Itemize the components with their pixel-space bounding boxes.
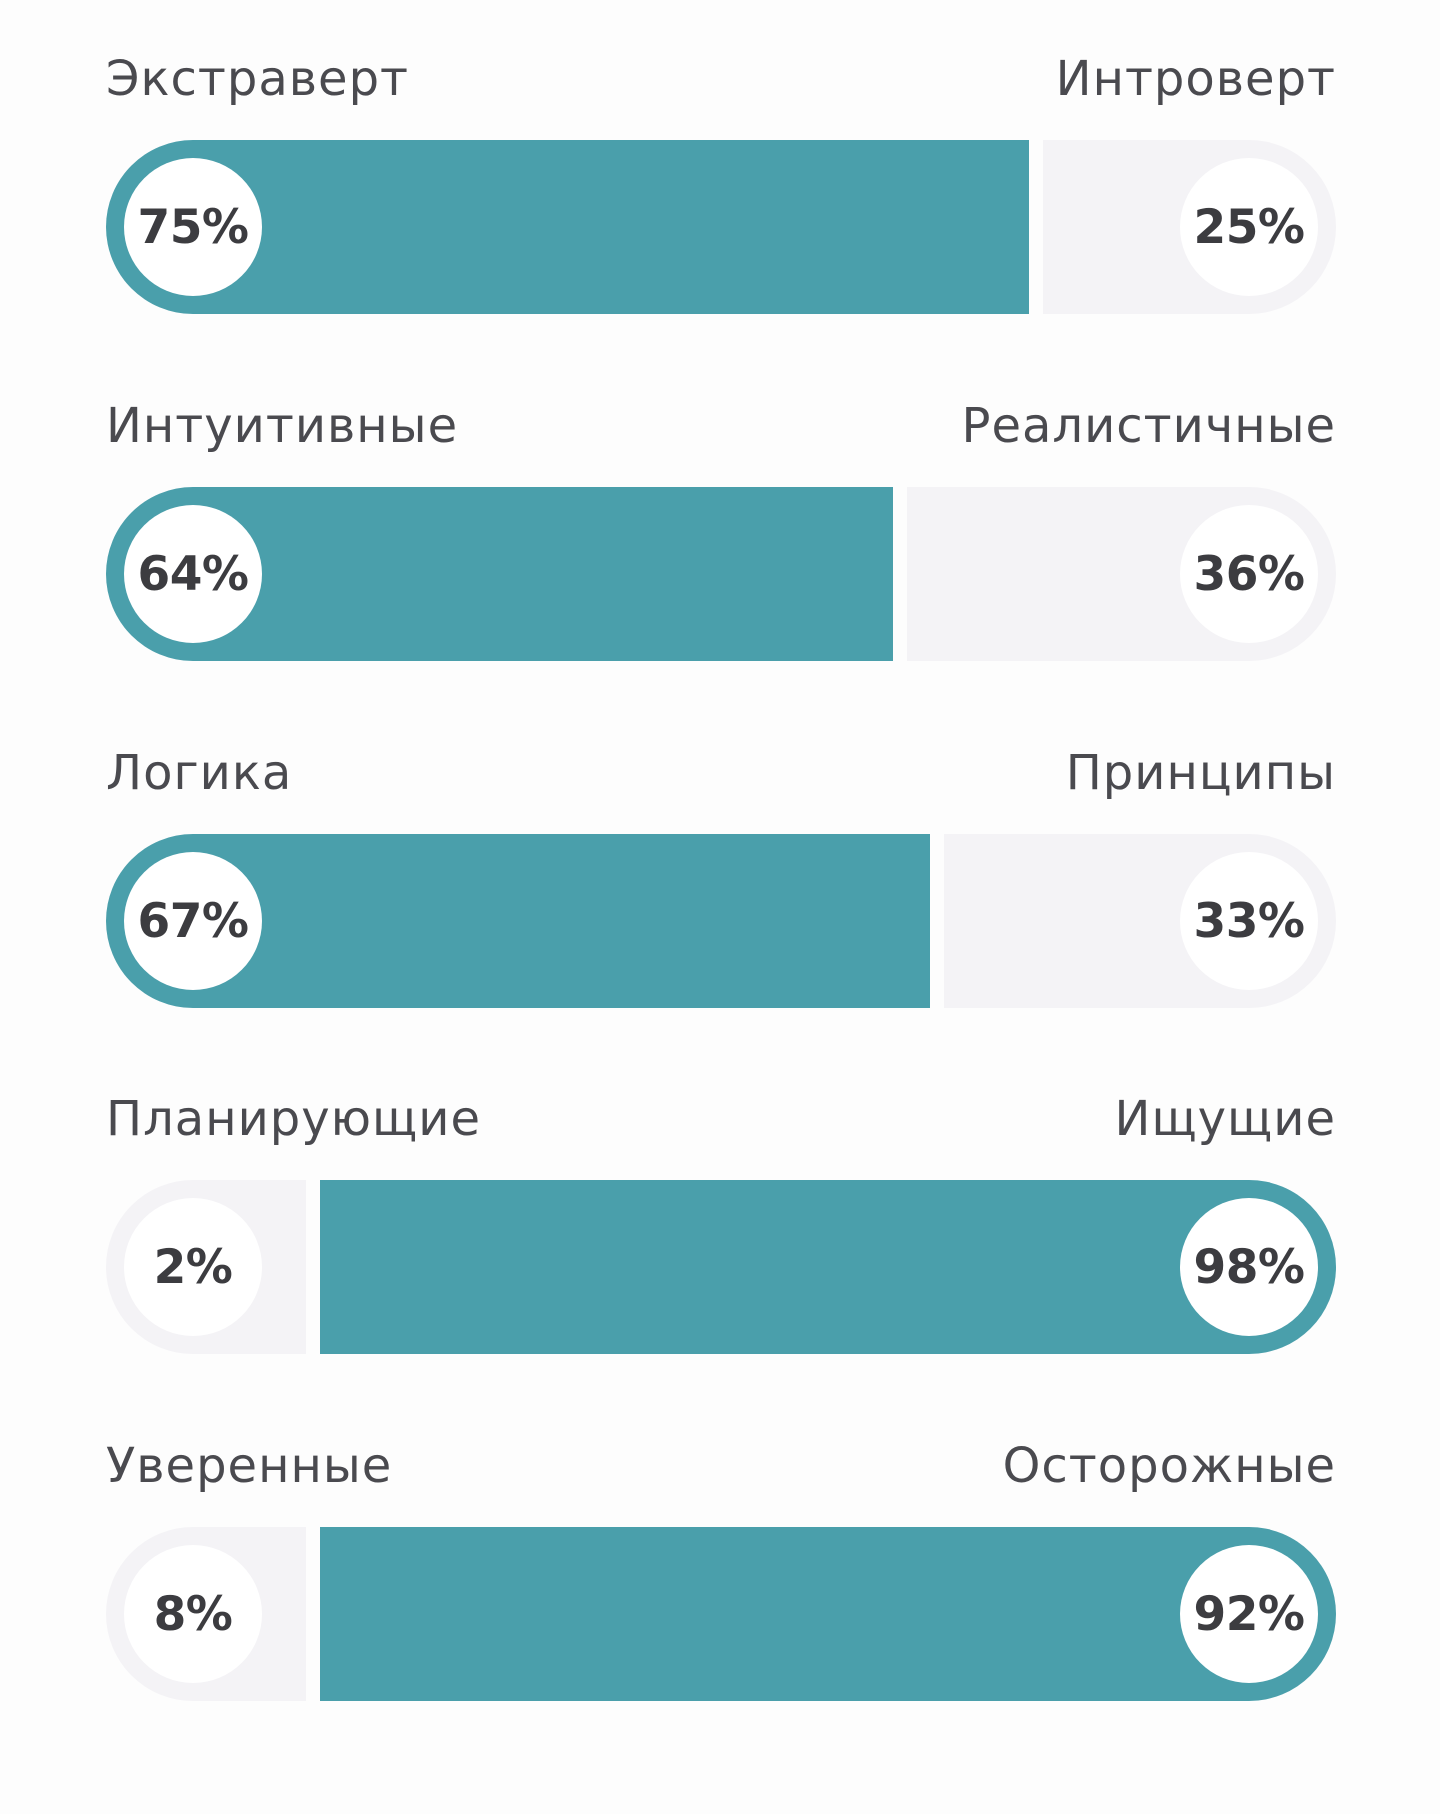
right-trait-label: Интроверт (1055, 51, 1336, 107)
trait-bar: 64% 36% (106, 487, 1336, 661)
trait-row: Логика Принципы 67% 33% (106, 694, 1336, 1008)
left-percent-value: 67% (137, 893, 250, 949)
left-percent-badge: 75% (124, 158, 262, 296)
left-trait-label: Интуитивные (106, 398, 459, 454)
trait-row: Уверенные Осторожные 8% 92% (106, 1387, 1336, 1701)
right-percent-badge: 92% (1180, 1545, 1318, 1683)
right-percent-badge: 98% (1180, 1198, 1318, 1336)
right-percent-value: 98% (1193, 1239, 1306, 1295)
right-percent-badge: 25% (1180, 158, 1318, 296)
left-percent-value: 8% (153, 1586, 233, 1642)
left-percent-badge: 2% (124, 1198, 262, 1336)
trait-bar: 8% 92% (106, 1527, 1336, 1701)
trait-bar: 67% 33% (106, 834, 1336, 1008)
left-trait-label: Планирующие (106, 1091, 481, 1147)
right-percent-value: 33% (1193, 893, 1306, 949)
right-bar-segment (320, 1180, 1336, 1354)
trait-row: Экстраверт Интроверт 75% 25% (106, 0, 1336, 314)
left-percent-value: 2% (153, 1239, 233, 1295)
trait-row: Интуитивные Реалистичные 64% 36% (106, 347, 1336, 661)
right-trait-label: Осторожные (1002, 1438, 1336, 1494)
right-trait-label: Принципы (1065, 745, 1336, 801)
trait-row: Планирующие Ищущие 2% 98% (106, 1040, 1336, 1354)
left-percent-badge: 8% (124, 1545, 262, 1683)
right-percent-badge: 36% (1180, 505, 1318, 643)
left-trait-label: Логика (106, 745, 293, 801)
left-percent-value: 64% (137, 546, 250, 602)
right-percent-value: 92% (1193, 1586, 1306, 1642)
trait-bar: 2% 98% (106, 1180, 1336, 1354)
right-percent-value: 36% (1193, 546, 1306, 602)
right-percent-badge: 33% (1180, 852, 1318, 990)
right-bar-segment (320, 1527, 1336, 1701)
right-trait-label: Реалистичные (961, 398, 1336, 454)
left-percent-value: 75% (137, 199, 250, 255)
left-percent-badge: 67% (124, 852, 262, 990)
left-percent-badge: 64% (124, 505, 262, 643)
right-percent-value: 25% (1193, 199, 1306, 255)
right-trait-label: Ищущие (1114, 1091, 1336, 1147)
left-trait-label: Уверенные (106, 1438, 393, 1494)
left-trait-label: Экстраверт (106, 51, 409, 107)
trait-bar: 75% 25% (106, 140, 1336, 314)
